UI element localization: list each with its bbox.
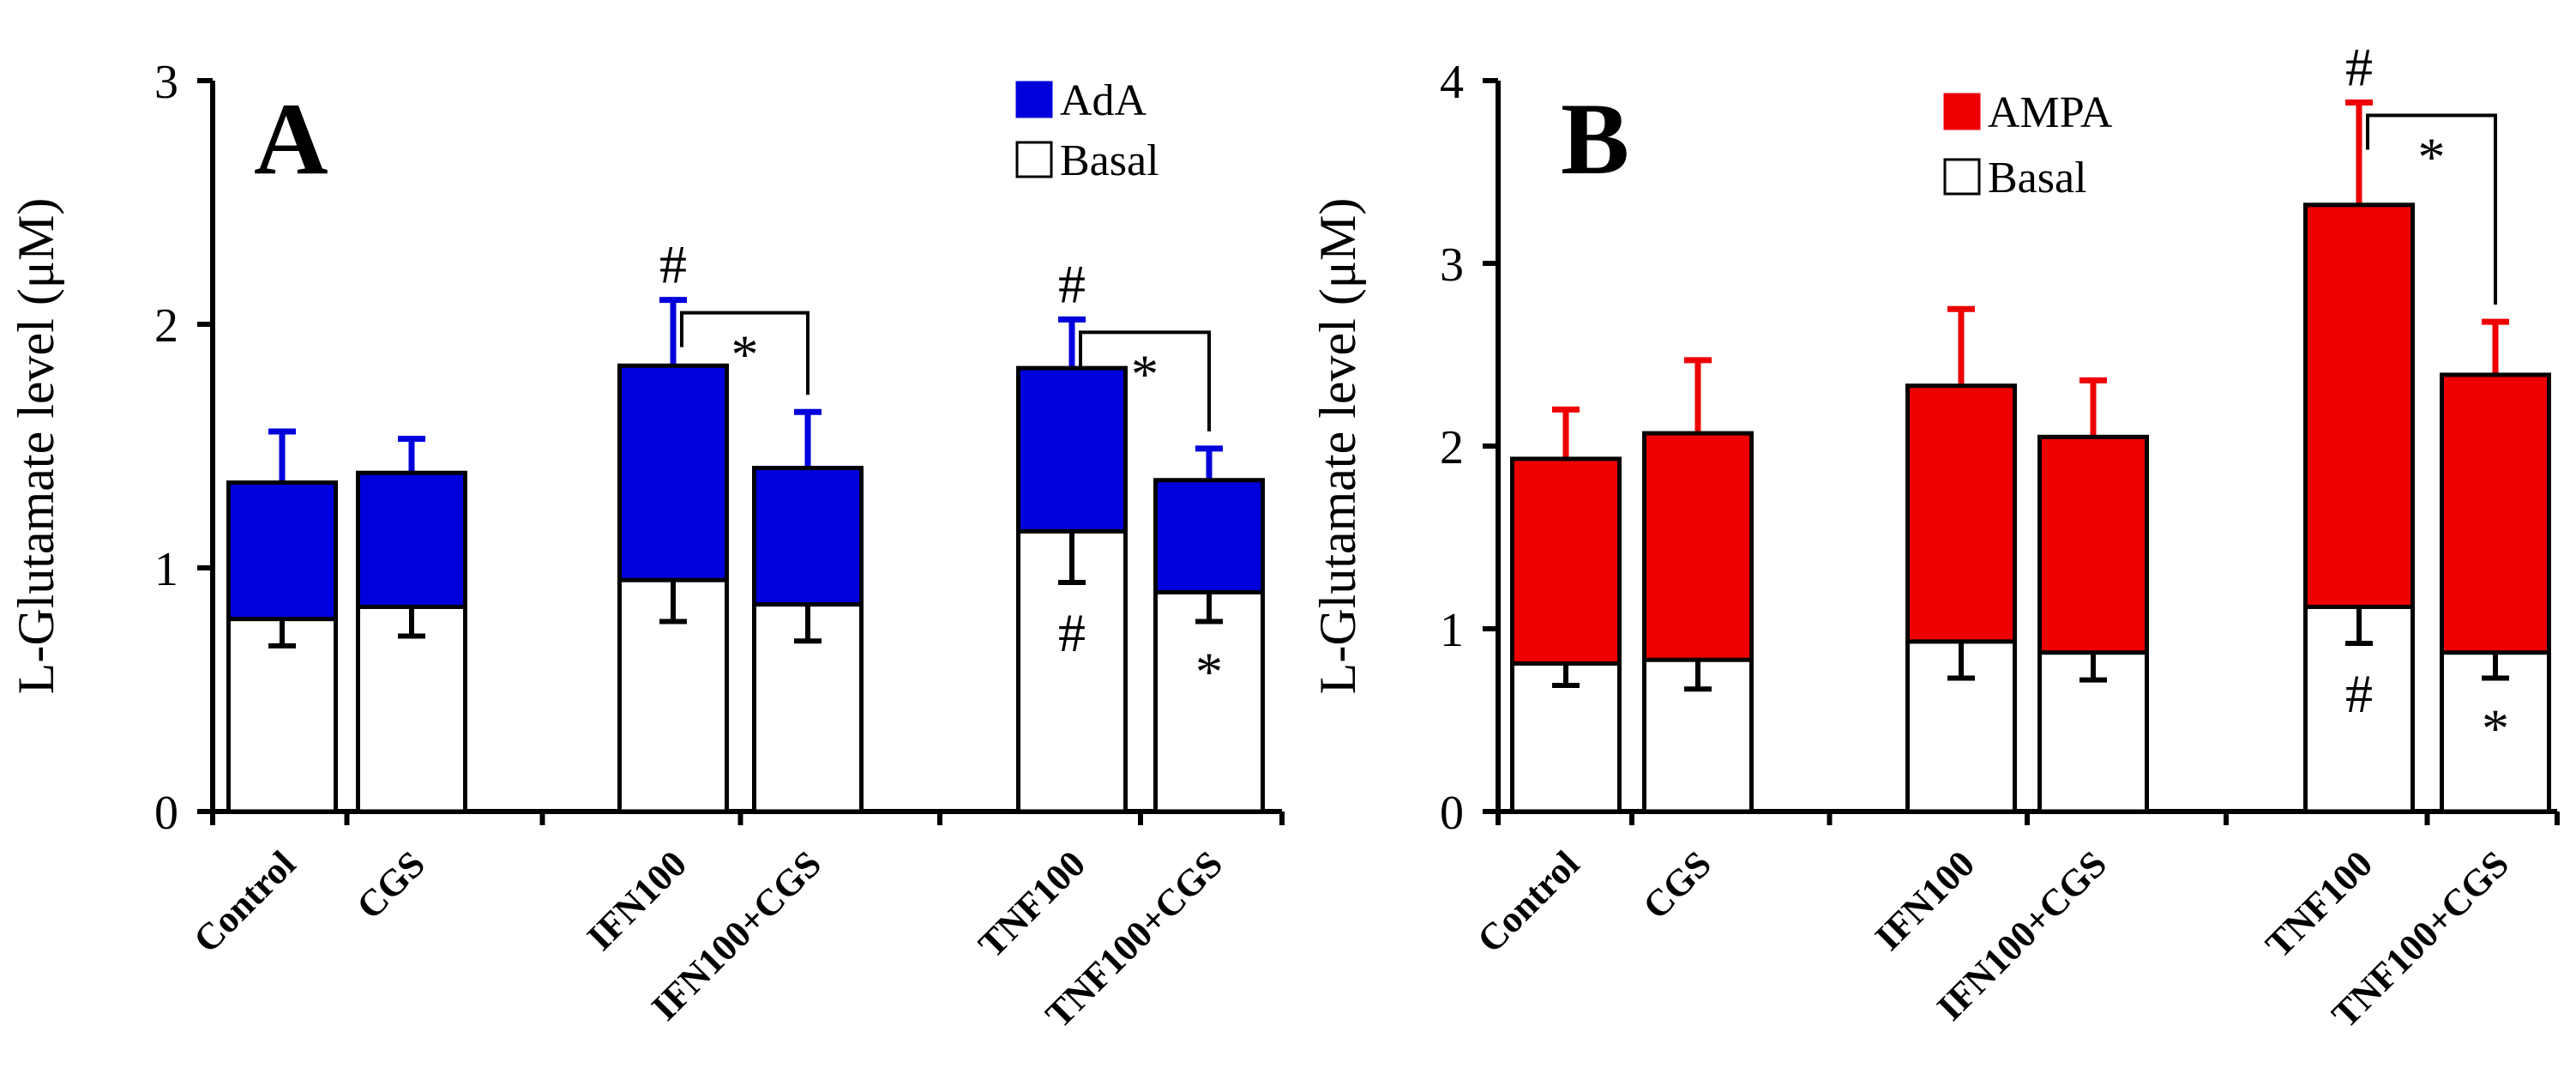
y-tick-label: 1 xyxy=(1440,604,1464,657)
legend-swatch xyxy=(1015,81,1053,118)
legend-swatch xyxy=(1943,93,1981,130)
y-axis-label: L-Glutamate level (μM) xyxy=(1309,198,1366,695)
significance-mark: # xyxy=(659,234,687,295)
significance-mark: * xyxy=(2418,127,2446,188)
category-label: Control xyxy=(185,842,304,961)
y-tick-label: 1 xyxy=(154,543,178,596)
panel-letter: B xyxy=(1561,81,1629,196)
significance-bracket xyxy=(2366,113,2497,305)
significance-mark: # xyxy=(1058,602,1086,663)
category-label: CGS xyxy=(1634,842,1719,927)
category-label: TNF100 xyxy=(971,842,1094,966)
significance-mark: * xyxy=(1131,343,1159,404)
significance-mark: # xyxy=(1058,253,1086,314)
y-tick-label: 0 xyxy=(1440,787,1464,840)
y-tick-label: 0 xyxy=(154,787,178,840)
y-axis-label: L-Glutamate level (μM) xyxy=(8,198,64,695)
bar-basal xyxy=(1153,589,1265,814)
y-tick-label: 4 xyxy=(1440,56,1464,109)
significance-mark: * xyxy=(2482,698,2509,759)
significance-mark: # xyxy=(2345,37,2373,98)
significance-mark: # xyxy=(2345,663,2373,724)
significance-mark: * xyxy=(1195,641,1223,702)
category-label: CGS xyxy=(348,842,433,927)
category-label: TNF100 xyxy=(2258,842,2381,966)
panel-letter: A xyxy=(254,81,328,196)
legend-swatch xyxy=(1015,141,1053,178)
category-label: IFN100 xyxy=(1867,842,1983,958)
significance-mark: * xyxy=(731,324,759,385)
legend-label: AMPA xyxy=(1988,88,2113,137)
significance-bracket xyxy=(680,311,810,395)
legend-label: Basal xyxy=(1988,154,2087,202)
legend-swatch xyxy=(1943,158,1981,196)
legend-label: AdA xyxy=(1060,76,1147,125)
significance-bracket xyxy=(1079,330,1211,431)
legend-label: Basal xyxy=(1060,136,1159,185)
panel-b: 0 1 2 3 4 L-Glutamate level (μM) B Control CGS IF… xyxy=(1309,37,2560,1036)
panel-a: 0 1 2 3 L-Glutamate level (μM) A Control CGS IFN… xyxy=(8,56,1285,1036)
y-tick-label: 3 xyxy=(1440,238,1464,292)
category-label: Control xyxy=(1469,842,1587,961)
y-tick-label: 3 xyxy=(154,56,178,109)
category-label: IFN100 xyxy=(579,842,695,958)
bar-basal xyxy=(356,604,467,814)
y-tick-label: 2 xyxy=(154,299,178,353)
y-tick-label: 2 xyxy=(1440,421,1464,474)
